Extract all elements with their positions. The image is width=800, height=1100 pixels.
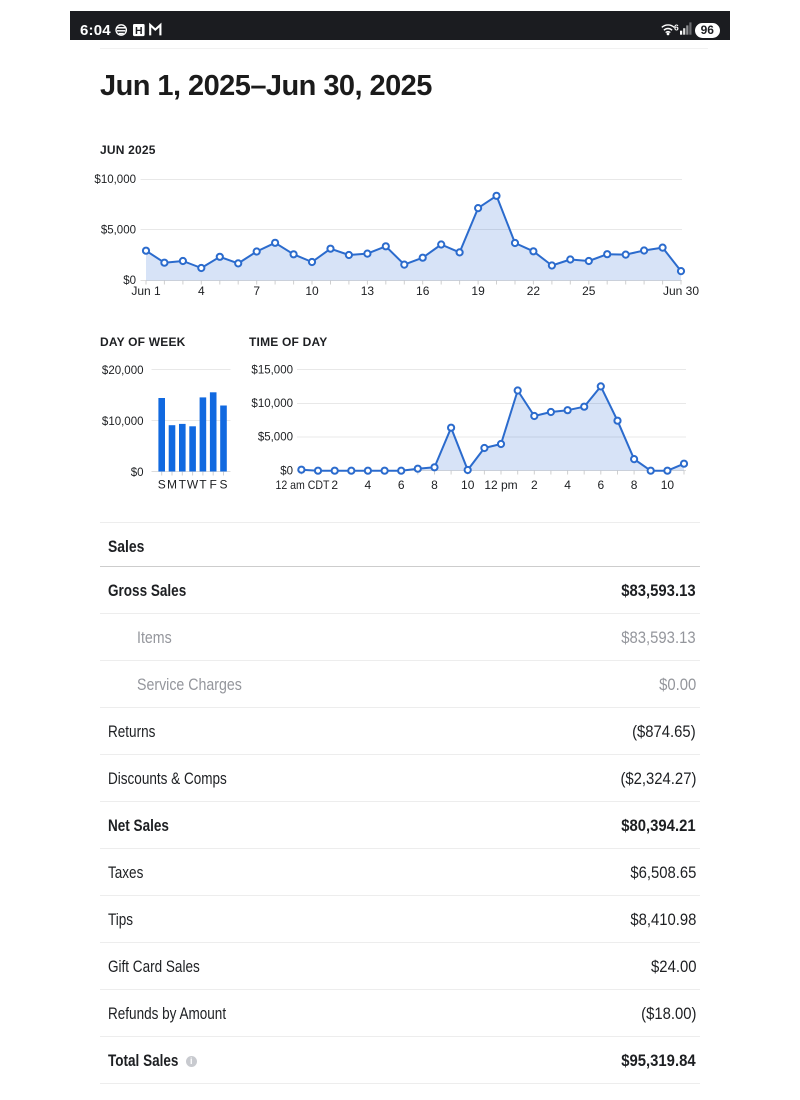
svg-text:H: H	[135, 25, 143, 37]
svg-text:19: 19	[471, 284, 485, 298]
svg-text:M: M	[167, 478, 177, 492]
svg-text:6: 6	[674, 23, 679, 33]
svg-text:F: F	[210, 478, 217, 492]
svg-text:7: 7	[253, 284, 260, 298]
svg-text:12 pm: 12 pm	[484, 478, 517, 492]
svg-text:10: 10	[305, 284, 319, 298]
svg-text:W: W	[187, 478, 199, 492]
svg-text:25: 25	[582, 284, 596, 298]
svg-text:12 am CDT: 12 am CDT	[276, 478, 331, 492]
svg-text:$0: $0	[280, 466, 293, 478]
svg-text:S: S	[219, 478, 227, 492]
svg-text:2: 2	[531, 478, 538, 492]
svg-text:$5,000: $5,000	[258, 432, 293, 444]
svg-text:2: 2	[331, 478, 338, 492]
svg-text:T: T	[199, 478, 207, 492]
svg-text:16: 16	[416, 284, 430, 298]
svg-text:Jun 30: Jun 30	[663, 284, 699, 298]
svg-text:$0: $0	[131, 467, 144, 479]
svg-text:$0: $0	[123, 275, 136, 287]
svg-text:8: 8	[431, 478, 438, 492]
svg-text:6: 6	[597, 478, 604, 492]
svg-text:T: T	[179, 478, 187, 492]
svg-text:$10,000: $10,000	[251, 398, 293, 410]
svg-text:$10,000: $10,000	[102, 416, 144, 428]
svg-text:$15,000: $15,000	[251, 364, 293, 376]
svg-text:$5,000: $5,000	[101, 224, 136, 236]
svg-text:10: 10	[661, 478, 675, 492]
svg-text:4: 4	[564, 478, 571, 492]
svg-text:22: 22	[527, 284, 541, 298]
svg-text:8: 8	[631, 478, 638, 492]
svg-text:$10,000: $10,000	[94, 174, 136, 186]
svg-text:10: 10	[461, 478, 475, 492]
svg-text:S: S	[158, 478, 166, 492]
svg-text:4: 4	[365, 478, 372, 492]
svg-text:$20,000: $20,000	[102, 365, 144, 377]
svg-text:4: 4	[198, 284, 205, 298]
svg-text:6: 6	[398, 478, 405, 492]
svg-text:Jun 1: Jun 1	[131, 284, 161, 298]
svg-text:13: 13	[361, 284, 375, 298]
